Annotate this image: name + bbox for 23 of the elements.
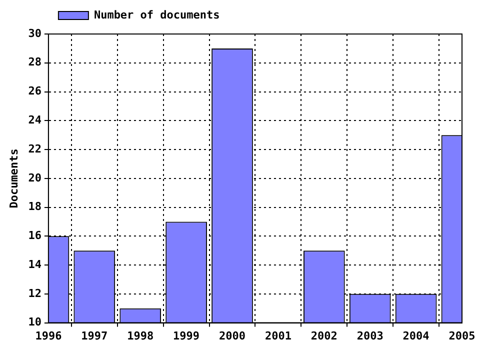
x-tick-label: 1998 (127, 329, 154, 342)
x-tick-label: 2002 (310, 329, 338, 342)
y-tick-label: 24 (28, 114, 42, 126)
y-tick-label: 16 (28, 229, 42, 242)
x-tick-label: 2001 (264, 329, 292, 342)
y-tick-label: 10 (28, 316, 42, 329)
x-tick-label: 1997 (81, 329, 108, 342)
y-tick-label: 14 (28, 258, 42, 271)
y-tick-label: 28 (28, 56, 42, 69)
x-tick-label: 1999 (173, 329, 200, 342)
x-tick-label: 2004 (402, 329, 430, 342)
x-tick-label: 2003 (356, 329, 384, 342)
x-tick-label: 2000 (218, 329, 246, 342)
y-tick-label: 22 (28, 142, 42, 156)
y-axis-title: Documents (7, 148, 20, 208)
y-tick-label: 12 (28, 286, 42, 300)
legend-label: Number of documents (94, 8, 220, 22)
x-tick-label: 2005 (448, 329, 476, 342)
y-tick-label: 18 (28, 200, 42, 214)
y-tick-label: 20 (28, 171, 42, 184)
x-tick-label: 1996 (35, 329, 62, 342)
y-tick-label: 26 (28, 84, 42, 98)
y-tick-label: 30 (28, 26, 42, 40)
